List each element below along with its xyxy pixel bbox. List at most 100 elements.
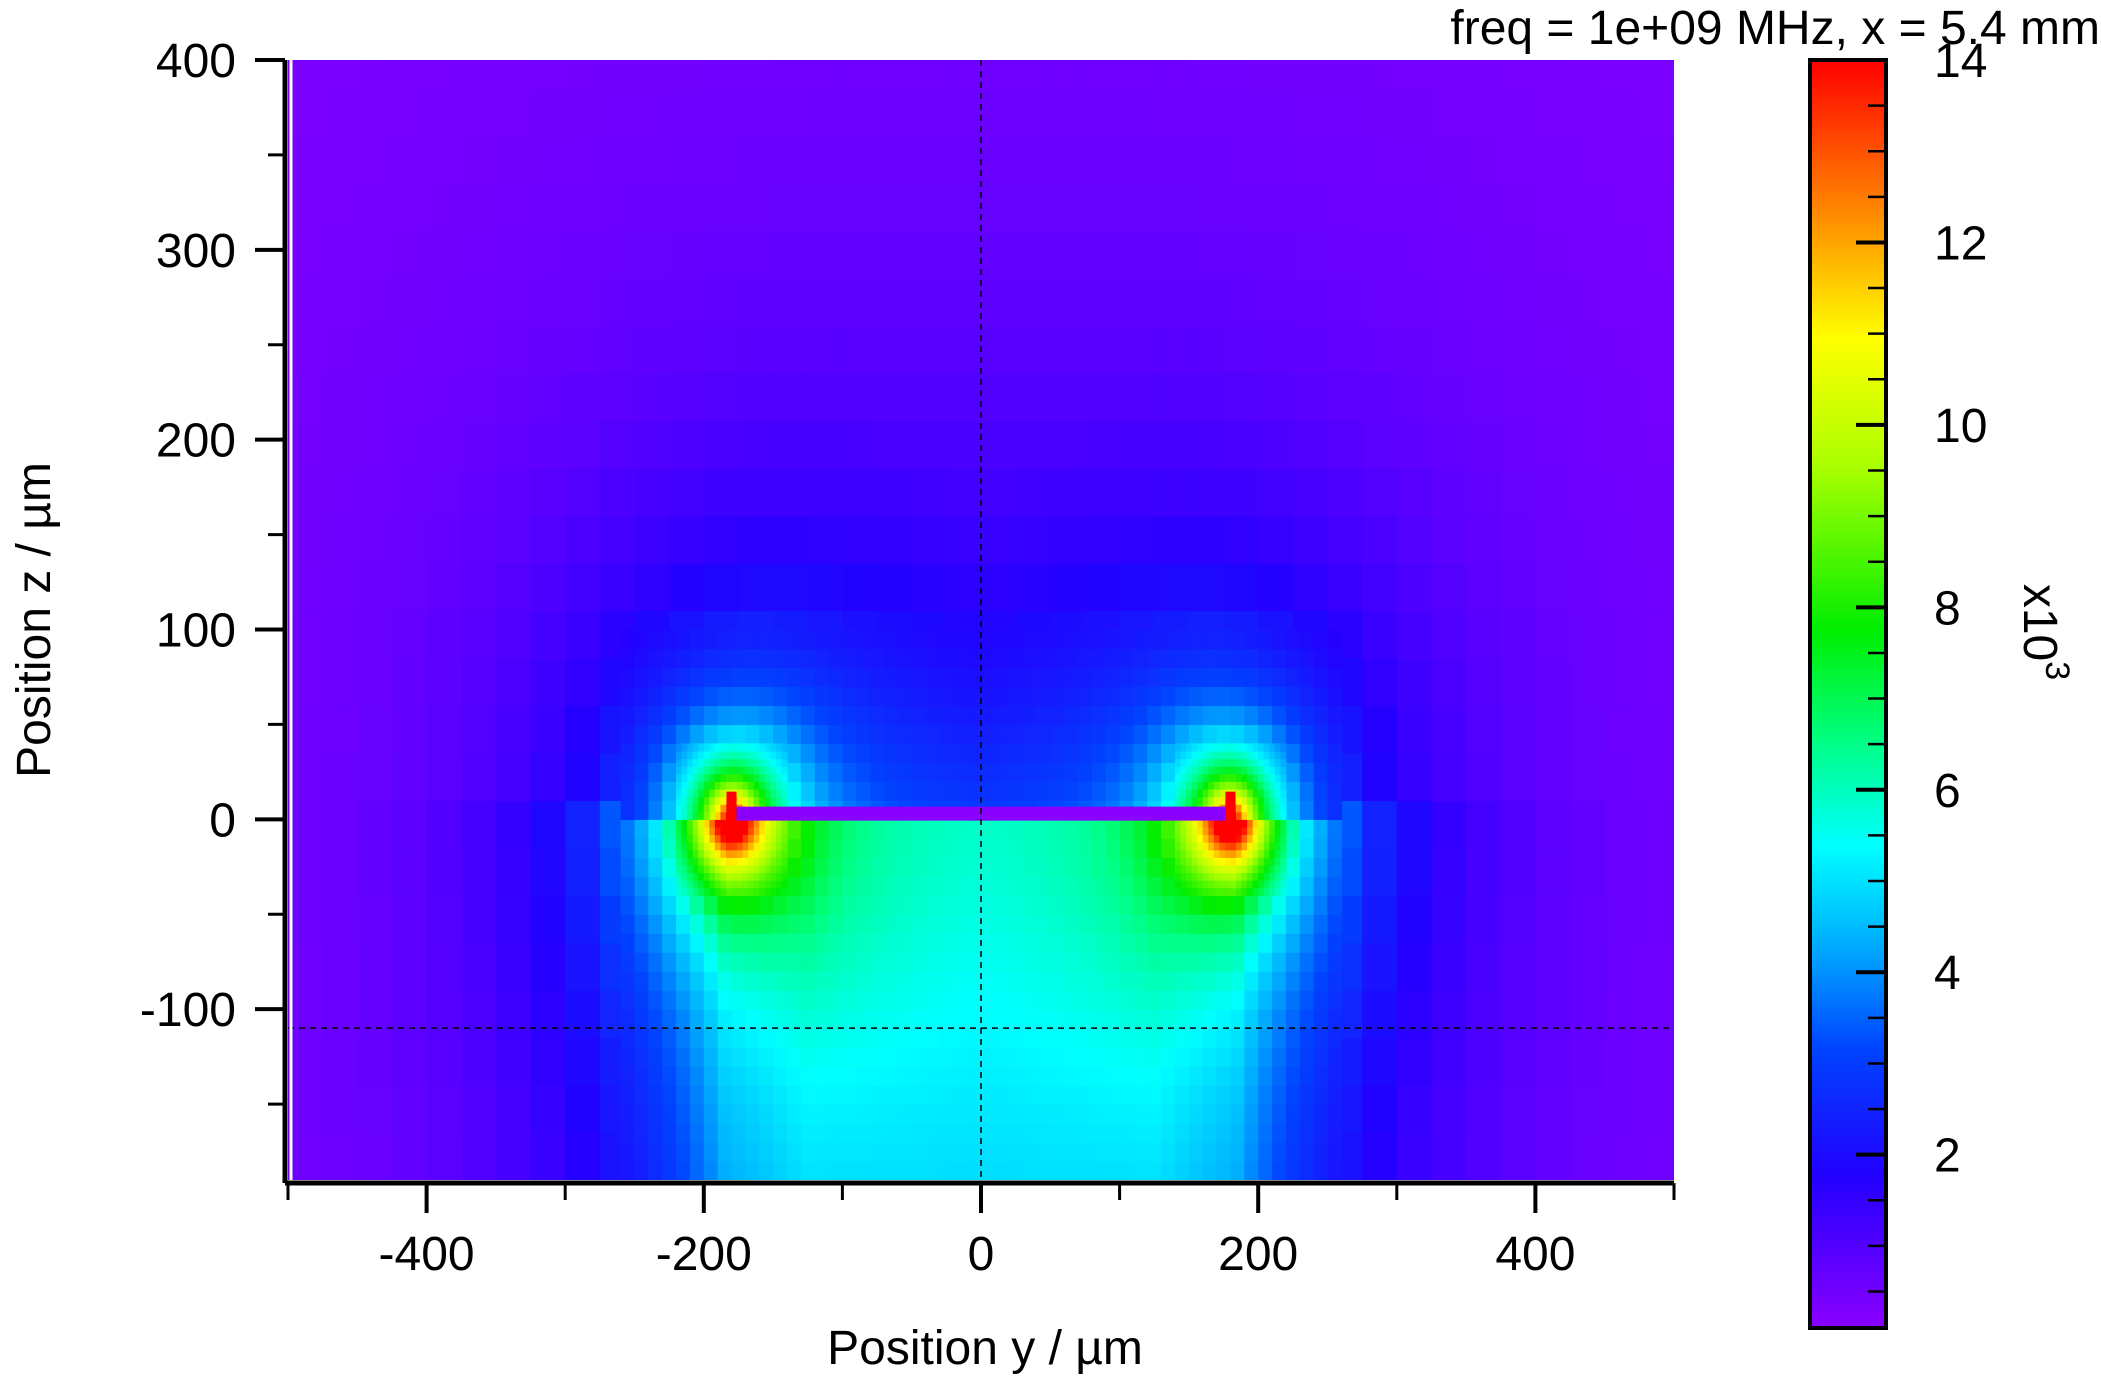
heatmap-cell [759,1066,774,1086]
heatmap-cell [692,834,699,843]
heatmap-cell [1431,278,1467,327]
heatmap-cell [939,1028,954,1048]
heatmap-cell [731,686,746,707]
heatmap-cell [1272,629,1287,650]
heatmap-cell [565,420,601,469]
heatmap-cell [676,796,683,805]
heatmap-cell [1036,895,1051,915]
heatmap-cell [1202,686,1218,707]
heatmap-cell [634,1085,649,1105]
heatmap-cell [994,1047,1010,1067]
heatmap-cell [1133,876,1148,896]
heatmap-cell [1299,1104,1315,1124]
heatmap-cell [288,990,324,1039]
heatmap-cell [495,1085,532,1134]
heatmap-cell [681,819,688,828]
heatmap-cell [1244,1047,1259,1067]
heatmap-cell [770,834,777,843]
heatmap-cell [1396,1132,1433,1180]
heatmap-cell [1050,1161,1065,1180]
heatmap-cell [288,705,324,754]
heatmap-cell [1327,857,1342,877]
heatmap-cell [1604,278,1640,327]
heatmap-cell [495,230,532,279]
heatmap-cell [1269,773,1276,782]
heatmap-cell [1431,1085,1467,1134]
heatmap-cell [703,1142,719,1162]
heatmap-cell [828,1142,843,1162]
heatmap-cell [1161,1028,1176,1048]
heatmap-cell [748,864,755,874]
heatmap-cell [842,933,857,953]
heatmap-cell [1258,278,1294,327]
heatmap-cell [1500,990,1536,1039]
heatmap-cell [1241,819,1248,828]
heatmap-cell [770,864,777,874]
heatmap-cell [953,1142,968,1162]
heatmap-cell [703,895,719,915]
heatmap-cell [461,800,497,849]
heatmap-cell [1274,826,1281,836]
heatmap-cell [1091,705,1107,726]
heatmap-cell [897,629,913,650]
heatmap-cell [720,826,727,836]
heatmap-cell [1197,788,1204,798]
heatmap-cell [1252,864,1259,874]
heatmap-cell [1272,990,1287,1010]
heatmap-cell [807,515,843,564]
heatmap-cell [1274,872,1281,881]
heatmap-cell [1604,752,1640,801]
heatmap-cell [737,826,744,836]
heatmap-cell [1078,933,1093,953]
heatmap-cell [1247,766,1254,775]
heatmap-cell [1263,743,1270,752]
heatmap-cell [1327,876,1342,896]
heatmap-cell [599,515,636,564]
heatmap-cell [1078,1161,1093,1180]
heatmap-cell [775,887,783,896]
heatmap-cell [939,1066,954,1086]
heatmap-cell [709,781,716,790]
heatmap-cell [1244,1104,1259,1124]
heatmap-cell [883,686,899,707]
heatmap-cell [745,895,760,915]
heatmap-cell [698,864,705,874]
heatmap-cell [925,895,941,915]
heatmap-cell [357,800,393,849]
heatmap-cell [1230,1104,1245,1124]
heatmap-cell [748,750,755,760]
heatmap-cell [634,971,649,991]
heatmap-cell [1604,1085,1640,1134]
heatmap-cell [1247,811,1254,820]
heatmap-cell [1639,610,1674,659]
heatmap-cell [1186,887,1193,896]
heatmap-cell [1119,1123,1135,1143]
heatmap-cell [322,990,358,1039]
heatmap-cell [1119,1161,1135,1180]
heatmap-cell [1105,686,1121,707]
heatmap-cell [773,990,788,1010]
heatmap-cell [662,1142,677,1162]
heatmap-cell [1299,914,1315,934]
heatmap-cell [426,705,462,754]
heatmap-cell [1244,1161,1259,1180]
heatmap-cell [1327,1104,1342,1124]
heatmap-cell [1263,796,1270,805]
heatmap-cell [703,826,710,836]
heatmap-cell [814,781,830,801]
heatmap-cell [1202,788,1209,798]
heatmap-cell [994,1123,1010,1143]
heatmap-cell [288,373,324,422]
heatmap-cell [1263,750,1270,760]
heatmap-cell [1147,876,1162,896]
heatmap-cell [1084,563,1121,612]
heatmap-cell [883,762,899,782]
heatmap-cell [714,781,722,790]
heatmap-cell [748,819,755,828]
heatmap-cell [856,819,871,839]
heatmap-cell [870,743,885,763]
heatmap-cell [1236,750,1243,760]
heatmap-cell [648,1123,663,1143]
heatmap-cell [828,876,843,896]
heatmap-cell [634,420,670,469]
